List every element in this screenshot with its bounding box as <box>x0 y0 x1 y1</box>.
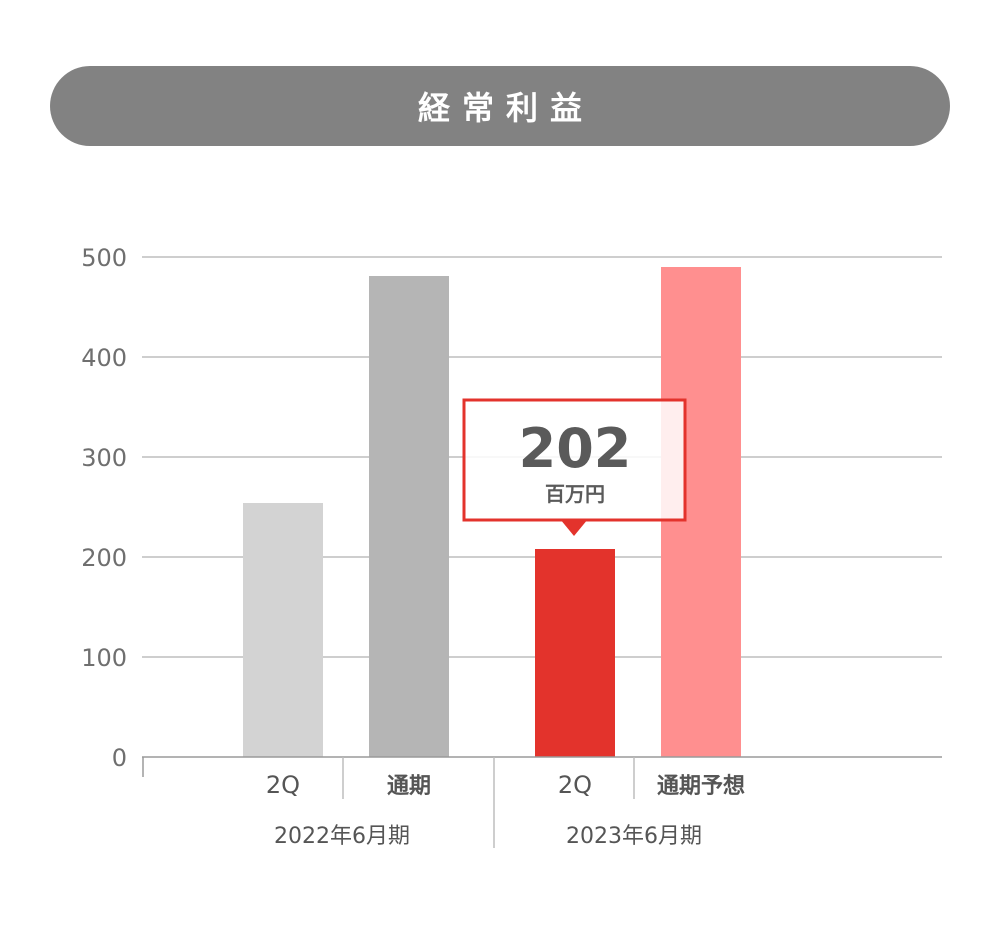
callout-unit: 百万円 <box>545 482 605 506</box>
x-group-label-2: 2023年6月期 <box>566 824 702 849</box>
x-axis-labels: 2Q 通期 2022年6月期 2Q 通期予想 2023年6月期 <box>266 771 745 849</box>
x-axis <box>142 756 942 848</box>
x-category-label-3: 2Q <box>558 771 592 799</box>
y-tick-label-0: 0 <box>112 744 127 772</box>
bar-3 <box>535 549 615 757</box>
callout-value: 202 <box>519 417 632 480</box>
x-category-label-1: 2Q <box>266 771 300 799</box>
callout-pointer <box>560 519 588 536</box>
x-category-label-4: 通期予想 <box>657 774 745 799</box>
chart-title-bar: 経常利益 <box>50 66 950 146</box>
y-tick-label-200: 200 <box>81 544 127 572</box>
y-tick-label-400: 400 <box>81 344 127 372</box>
chart-title: 経常利益 <box>417 89 594 127</box>
y-axis-ticks: 0 100 200 300 400 500 <box>81 244 127 772</box>
bar-2 <box>369 276 449 757</box>
y-tick-label-500: 500 <box>81 244 127 272</box>
x-category-label-2: 通期 <box>387 774 431 799</box>
y-tick-label-100: 100 <box>81 644 127 672</box>
x-group-label-1: 2022年6月期 <box>274 824 410 849</box>
y-tick-label-300: 300 <box>81 444 127 472</box>
bar-1 <box>243 503 323 757</box>
callout-box <box>462 398 687 522</box>
bars <box>243 267 741 757</box>
